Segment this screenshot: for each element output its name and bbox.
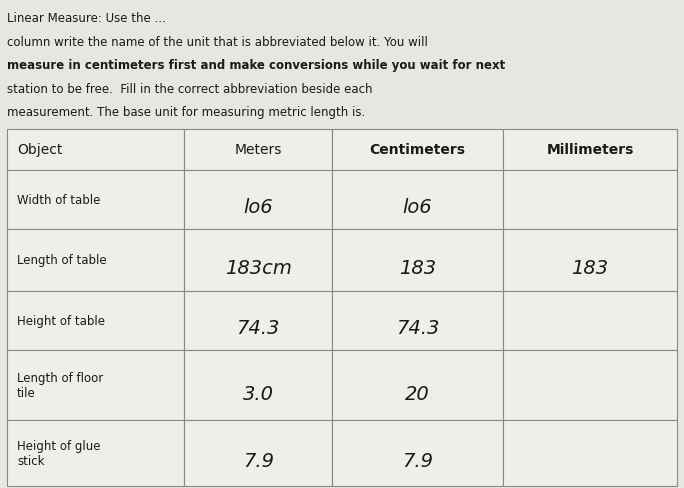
Text: 183: 183 bbox=[399, 258, 436, 277]
Bar bbox=[503, 170, 677, 229]
Text: Height of glue
stick: Height of glue stick bbox=[17, 439, 101, 467]
Text: 3.0: 3.0 bbox=[243, 384, 274, 403]
Bar bbox=[7, 229, 185, 291]
Bar bbox=[332, 350, 503, 420]
Text: measure in centimeters first and make conversions while you wait for next: measure in centimeters first and make co… bbox=[7, 59, 505, 72]
Bar bbox=[185, 350, 332, 420]
Bar bbox=[503, 291, 677, 350]
Bar bbox=[185, 291, 332, 350]
Bar bbox=[7, 291, 185, 350]
Bar bbox=[185, 170, 332, 229]
Bar bbox=[185, 129, 332, 170]
Text: Length of floor
tile: Length of floor tile bbox=[17, 371, 103, 399]
Bar bbox=[332, 229, 503, 291]
Bar bbox=[503, 229, 677, 291]
Bar bbox=[185, 229, 332, 291]
Text: Meters: Meters bbox=[235, 143, 282, 157]
Text: measurement. The base unit for measuring metric length is.: measurement. The base unit for measuring… bbox=[7, 106, 365, 119]
Bar bbox=[503, 420, 677, 486]
Text: lo6: lo6 bbox=[244, 197, 273, 216]
Text: 7.9: 7.9 bbox=[243, 451, 274, 470]
Text: 74.3: 74.3 bbox=[396, 318, 439, 337]
Bar bbox=[332, 291, 503, 350]
Bar bbox=[332, 420, 503, 486]
Bar bbox=[503, 350, 677, 420]
Text: lo6: lo6 bbox=[403, 197, 432, 216]
Bar bbox=[332, 129, 503, 170]
Text: column write the name of the unit that is abbreviated below it. You will: column write the name of the unit that i… bbox=[7, 36, 427, 49]
Text: 7.9: 7.9 bbox=[402, 451, 433, 470]
Text: Height of table: Height of table bbox=[17, 314, 105, 327]
Bar bbox=[7, 350, 185, 420]
Text: station to be free.  Fill in the correct abbreviation beside each: station to be free. Fill in the correct … bbox=[7, 82, 372, 96]
Text: Centimeters: Centimeters bbox=[369, 143, 465, 157]
Bar bbox=[7, 420, 185, 486]
Bar bbox=[503, 129, 677, 170]
Text: Object: Object bbox=[17, 143, 62, 157]
Text: Width of table: Width of table bbox=[17, 193, 101, 206]
Text: Length of table: Length of table bbox=[17, 254, 107, 267]
Text: 74.3: 74.3 bbox=[237, 318, 280, 337]
Text: Millimeters: Millimeters bbox=[547, 143, 633, 157]
Bar bbox=[185, 420, 332, 486]
Text: Linear Measure: Use the ...: Linear Measure: Use the ... bbox=[7, 12, 166, 25]
Bar bbox=[332, 170, 503, 229]
Bar bbox=[7, 129, 185, 170]
Text: 183: 183 bbox=[571, 258, 609, 277]
Text: 183cm: 183cm bbox=[225, 258, 291, 277]
Bar bbox=[7, 170, 185, 229]
Text: 20: 20 bbox=[405, 384, 430, 403]
